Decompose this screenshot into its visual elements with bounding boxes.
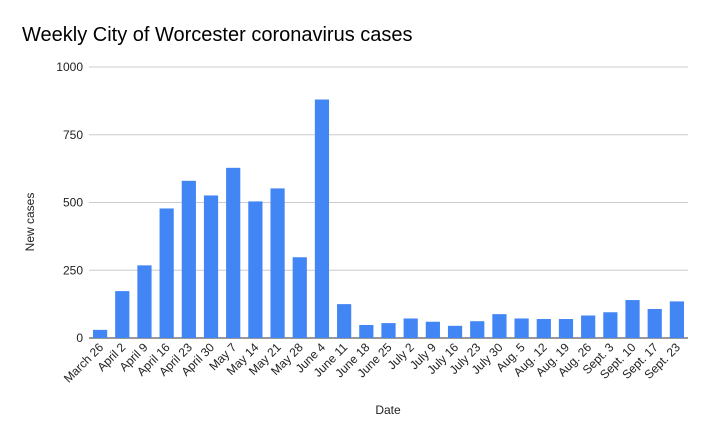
bar bbox=[226, 167, 241, 338]
bar bbox=[137, 265, 152, 338]
bar bbox=[647, 309, 662, 338]
y-tick-label: 750 bbox=[63, 128, 83, 142]
bar bbox=[558, 319, 574, 338]
bar bbox=[248, 201, 263, 338]
bar bbox=[270, 188, 285, 338]
bar bbox=[203, 195, 219, 338]
x-axis-label: Date bbox=[375, 403, 401, 417]
y-axis-label: New cases bbox=[23, 193, 37, 252]
bar bbox=[359, 324, 374, 338]
bar bbox=[337, 304, 352, 338]
bar bbox=[159, 208, 174, 338]
bar bbox=[492, 314, 507, 338]
bar bbox=[603, 312, 618, 338]
bar bbox=[314, 99, 330, 339]
bar bbox=[581, 315, 596, 338]
bar bbox=[292, 257, 307, 338]
bar bbox=[403, 318, 418, 338]
y-tick-label: 0 bbox=[76, 331, 83, 345]
bar bbox=[115, 291, 130, 338]
bar bbox=[669, 301, 685, 338]
bar bbox=[470, 321, 485, 338]
y-tick-label: 1000 bbox=[56, 60, 83, 74]
chart-title: Weekly City of Worcester coronavirus cas… bbox=[22, 24, 413, 46]
bar bbox=[181, 180, 196, 338]
bar bbox=[425, 321, 440, 338]
y-tick-label: 250 bbox=[63, 263, 83, 277]
y-tick-label: 500 bbox=[63, 196, 83, 210]
bar bbox=[625, 300, 640, 338]
bar bbox=[514, 318, 529, 338]
y-tick-labels: 0 250 500 750 1000 bbox=[56, 60, 83, 345]
bar bbox=[536, 319, 551, 338]
bar bbox=[92, 329, 108, 338]
bar bbox=[381, 323, 396, 338]
bar bbox=[447, 325, 463, 338]
bars bbox=[92, 99, 685, 339]
